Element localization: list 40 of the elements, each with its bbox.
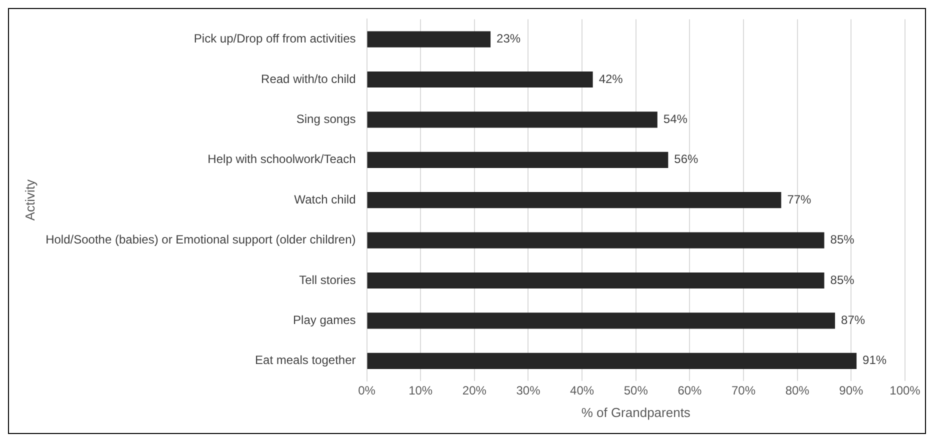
bar <box>367 272 824 289</box>
y-tick-label: Eat meals together <box>255 353 356 368</box>
data-label: 85% <box>830 232 855 247</box>
x-tick-label: 60% <box>678 384 702 398</box>
x-tick-label: 90% <box>839 384 864 398</box>
x-tick-label: 80% <box>785 384 810 398</box>
data-label: 23% <box>496 32 521 46</box>
x-tick-label: 0% <box>358 384 376 398</box>
x-axis-title: % of Grandparents <box>581 404 691 420</box>
data-label: 54% <box>663 112 688 126</box>
y-tick-label: Tell stories <box>299 272 356 287</box>
y-tick-label: Pick up/Drop off from activities <box>194 32 356 46</box>
bar <box>367 352 857 369</box>
y-tick-label: Play games <box>293 313 356 328</box>
y-axis-title: Activity <box>22 179 38 221</box>
x-tick-label: 100% <box>890 384 921 398</box>
data-label: 87% <box>841 313 866 328</box>
bar <box>367 232 824 248</box>
data-label: 42% <box>598 72 624 86</box>
y-tick-label: Read with/to child <box>261 72 356 86</box>
x-tick-label: 40% <box>570 384 594 398</box>
y-tick-label: Sing songs <box>296 112 356 126</box>
x-tick-label: 50% <box>624 384 648 398</box>
x-tick-label: 10% <box>408 384 433 398</box>
y-tick-label: Watch child <box>294 192 356 206</box>
data-label: 91% <box>862 353 887 368</box>
x-tick-label: 70% <box>732 384 756 398</box>
bar <box>367 71 593 88</box>
y-tick-label: Hold/Soothe (babies) or Emotional support (older children) <box>46 232 356 247</box>
bar <box>367 152 668 168</box>
data-label: 56% <box>674 152 699 166</box>
y-tick-label: Help with schoolwork/Teach <box>208 152 356 166</box>
bar <box>367 312 836 329</box>
x-tick-label: 30% <box>516 384 541 398</box>
bar <box>367 192 782 208</box>
bar <box>367 31 491 48</box>
x-tick-label: 20% <box>462 384 487 398</box>
data-label: 77% <box>787 192 812 206</box>
data-label: 85% <box>830 272 855 287</box>
bar <box>367 112 658 128</box>
